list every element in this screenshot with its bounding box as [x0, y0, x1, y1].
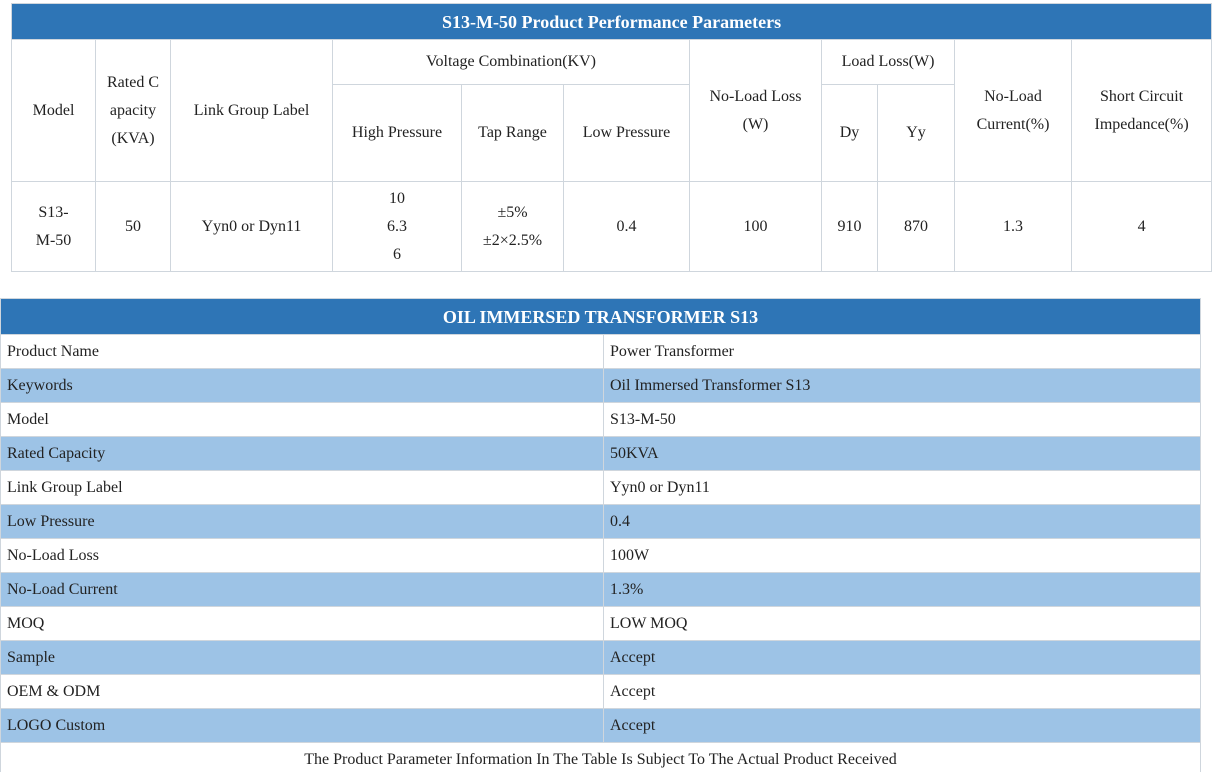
info-row: No-Load Loss 100W [0, 538, 1201, 573]
info-value: Accept [603, 640, 1201, 675]
header-cell: Link Group Label [170, 39, 333, 182]
info-row: OEM & ODM Accept [0, 674, 1201, 709]
data-row: S13-M-50 50 Yyn0 or Dyn11 10 6.3 6 ±5% ±2×2… [11, 181, 1212, 272]
info-value: Accept [603, 674, 1201, 709]
header-row: Model Rated Capacity (KVA) Link Group La… [11, 39, 1212, 182]
cell-line: 6 [393, 245, 401, 263]
cell-line: 10 [389, 189, 405, 207]
header-cell: Tap Range [461, 84, 564, 182]
header-cell: Load Loss(W) [821, 39, 955, 85]
info-label: No-Load Current [0, 572, 604, 607]
info-label: MOQ [0, 606, 604, 641]
info-value: Power Transformer [603, 334, 1201, 369]
header-row: High Pressure Tap Range Low Pressure Dy … [12, 84, 1212, 182]
footer-note: The Product Parameter Information In The… [0, 742, 1201, 772]
spec-title: S13-M-50 Product Performance Parameters [10, 3, 1212, 40]
header-cell: Model [11, 39, 96, 182]
info-value: S13-M-50 [603, 402, 1201, 437]
cell-line: ±2×2.5% [482, 231, 543, 249]
data-cell: 870 [877, 181, 955, 272]
header-cell: Voltage Combination(KV) [332, 39, 690, 85]
info-label: Low Pressure [0, 504, 604, 539]
data-cell: 910 [821, 181, 878, 272]
cell-line: 6.3 [387, 217, 407, 235]
info-body: OIL IMMERSED TRANSFORMER S13 Product Nam… [0, 298, 1201, 772]
info-row: Keywords Oil Immersed Transformer S13 [0, 368, 1201, 403]
info-label: Rated Capacity [0, 436, 604, 471]
header-cell: Low Pressure [563, 84, 690, 182]
info-value: Oil Immersed Transformer S13 [603, 368, 1201, 403]
header-cell: Yy [877, 84, 955, 182]
data-cell: 1.3 [954, 181, 1072, 272]
info-title: OIL IMMERSED TRANSFORMER S13 [0, 298, 1201, 335]
spec-table: S13-M-50 Product Performance Parameters … [10, 3, 1212, 272]
info-row: Model S13-M-50 [0, 402, 1201, 437]
data-cell: Yyn0 or Dyn11 [170, 181, 333, 272]
info-table: OIL IMMERSED TRANSFORMER S13 Product Nam… [0, 298, 1201, 772]
info-label: Sample [0, 640, 604, 675]
data-cell: ±5% ±2×2.5% [461, 181, 564, 272]
info-row: MOQ LOW MOQ [0, 606, 1201, 641]
cell-line: ±5% [497, 203, 528, 221]
info-label: LOGO Custom [0, 708, 604, 743]
footer-row: The Product Parameter Information In The… [0, 742, 1201, 772]
title-row: S13-M-50 Product Performance Parameters [10, 3, 1212, 40]
header-cell: Rated Capacity (KVA) [95, 39, 171, 182]
header-cell: No-Load Loss (W) [689, 39, 822, 182]
info-value: 100W [603, 538, 1201, 573]
info-label: No-Load Loss [0, 538, 604, 573]
info-label: Link Group Label [0, 470, 604, 505]
data-cell: 4 [1070, 181, 1212, 272]
info-row: Product Name Power Transformer [0, 334, 1201, 369]
info-row: Low Pressure 0.4 [0, 504, 1201, 539]
info-value: LOW MOQ [603, 606, 1201, 641]
info-value: Yyn0 or Dyn11 [603, 470, 1201, 505]
data-cell: 100 [689, 181, 822, 272]
data-cell: 0.4 [563, 181, 690, 272]
info-label: OEM & ODM [0, 674, 604, 709]
data-cell: 10 6.3 6 [332, 181, 462, 272]
data-cell: 50 [95, 181, 171, 272]
info-label: Keywords [0, 368, 604, 403]
info-value: 0.4 [603, 504, 1201, 539]
info-row: Sample Accept [0, 640, 1201, 675]
info-row: Link Group Label Yyn0 or Dyn11 [0, 470, 1201, 505]
header-cell: No-Load Current(%) [954, 39, 1072, 182]
info-value: 1.3% [603, 572, 1201, 607]
info-value: 50KVA [603, 436, 1201, 471]
info-row: LOGO Custom Accept [0, 708, 1201, 743]
info-row: Rated Capacity 50KVA [0, 436, 1201, 471]
info-value: Accept [603, 708, 1201, 743]
data-cell: S13-M-50 [11, 181, 96, 272]
title-row: OIL IMMERSED TRANSFORMER S13 [0, 298, 1201, 335]
header-cell: High Pressure [332, 84, 462, 182]
info-label: Product Name [0, 334, 604, 369]
header-cell: Short Circuit Impedance(%) [1070, 39, 1212, 182]
info-row: No-Load Current 1.3% [0, 572, 1201, 607]
header-cell: Dy [821, 84, 878, 182]
info-label: Model [0, 402, 604, 437]
